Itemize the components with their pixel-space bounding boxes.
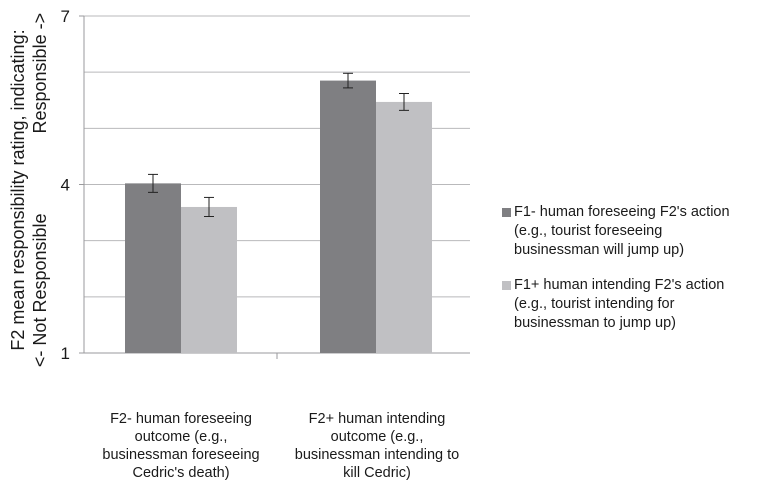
y-tick-label: 1 [61, 344, 70, 363]
legend: F1- human foreseeing F2's action (e.g., … [502, 203, 766, 349]
legend-text-line: businessman to jump up) [514, 315, 676, 331]
y-tick-label: 4 [61, 176, 70, 195]
legend-text-line: F1+ human intending F2's action [514, 277, 725, 293]
legend-text-line: F1- human foreseeing F2's action [514, 204, 730, 220]
category-label-line: F2- human foreseeing [110, 411, 252, 427]
bar-f1-minus-f2-plus [320, 80, 376, 353]
category-label-line: businessman intending to [294, 447, 460, 463]
legend-item-f1-minus: F1- human foreseeing F2's action (e.g., … [502, 203, 766, 260]
category-label-f2-plus: F2+ human intending outcome (e.g., busin… [277, 410, 477, 482]
legend-text-line: businessman will jump up) [514, 242, 685, 258]
category-label-line: outcome (e.g., [134, 429, 228, 445]
bar-f1-minus-f2-minus [125, 183, 181, 353]
y-axis-label-line-1: F2 mean responsibility rating, indicatin… [8, 29, 28, 350]
bar-f1-plus-f2-minus [181, 206, 237, 353]
category-label-line: outcome (e.g., [330, 429, 424, 445]
category-label-line: businessman foreseeing [102, 447, 260, 463]
category-label-line: Cedric's death) [132, 465, 230, 481]
legend-text-line: (e.g., tourist intending for [514, 296, 675, 312]
bar-f1-plus-f2-plus [376, 101, 432, 353]
y-axis-label-line-2: <- Not Responsible Responsible -> [30, 13, 50, 367]
y-axis-label: F2 mean responsibility rating, indicatin… [8, 13, 50, 367]
category-label-f2-minus: F2- human foreseeing outcome (e.g., busi… [81, 410, 281, 482]
legend-item-f1-plus: F1+ human intending F2's action (e.g., t… [502, 276, 766, 333]
legend-swatch-dark [502, 208, 511, 217]
legend-swatch-light [502, 281, 511, 290]
category-label-line: F2+ human intending [308, 411, 446, 427]
category-label-line: kill Cedric) [343, 465, 411, 481]
legend-text-line: (e.g., tourist foreseeing [514, 223, 663, 239]
y-tick-label: 7 [61, 7, 70, 26]
